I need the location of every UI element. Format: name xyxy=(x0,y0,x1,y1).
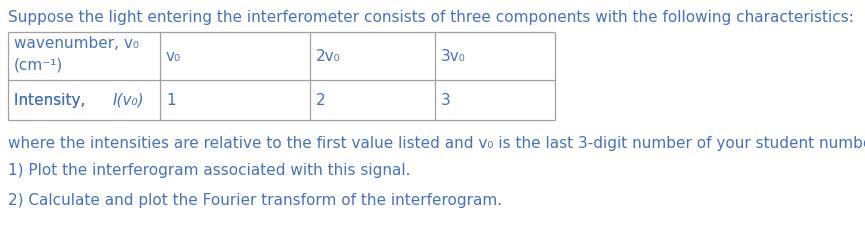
Text: 2v₀: 2v₀ xyxy=(316,49,341,64)
Text: 2: 2 xyxy=(316,92,325,108)
Text: 3v₀: 3v₀ xyxy=(441,49,466,64)
Text: wavenumber, v₀
(cm⁻¹): wavenumber, v₀ (cm⁻¹) xyxy=(14,36,139,72)
Text: 3: 3 xyxy=(441,92,451,108)
Text: 1) Plot the interferogram associated with this signal.: 1) Plot the interferogram associated wit… xyxy=(8,163,411,178)
Text: 2) Calculate and plot the Fourier transform of the interferogram.: 2) Calculate and plot the Fourier transf… xyxy=(8,193,502,208)
Text: v₀: v₀ xyxy=(166,49,181,64)
Text: I(v₀): I(v₀) xyxy=(112,92,144,108)
Text: Intensity,: Intensity, xyxy=(14,92,90,108)
Text: Intensity,: Intensity, xyxy=(14,92,90,108)
Text: where the intensities are relative to the first value listed and v₀ is the last : where the intensities are relative to th… xyxy=(8,136,865,151)
Text: Suppose the light entering the interferometer consists of three components with : Suppose the light entering the interfero… xyxy=(8,10,854,25)
Text: 1: 1 xyxy=(166,92,176,108)
